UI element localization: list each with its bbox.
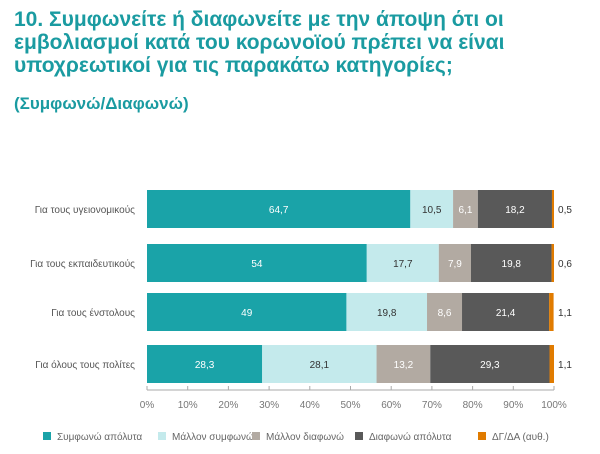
legend-label: ΔΓ/ΔΑ (αυθ.) bbox=[492, 432, 549, 443]
x-tick-label: 70% bbox=[422, 400, 442, 411]
data-label: 8,6 bbox=[438, 308, 452, 319]
category-label: Για τους υγειονομικούς bbox=[35, 204, 135, 216]
legend-label: Μάλλον συμφωνώ bbox=[172, 431, 254, 443]
bar-segment bbox=[346, 293, 428, 331]
bar-segment bbox=[427, 293, 463, 331]
data-label: 64,7 bbox=[269, 205, 289, 216]
data-label: 19,8 bbox=[377, 308, 397, 319]
bar-segment bbox=[147, 244, 367, 282]
x-tick-label: 0% bbox=[140, 400, 155, 411]
x-tick-label: 10% bbox=[178, 400, 198, 411]
data-label: 54 bbox=[251, 259, 263, 270]
chart-subtitle: (Συμφωνώ/Διαφωνώ) bbox=[14, 94, 189, 113]
bar-segment bbox=[477, 190, 552, 228]
bar-segment bbox=[366, 244, 439, 282]
bar-segment bbox=[549, 345, 554, 383]
bar-segment bbox=[438, 244, 471, 282]
legend-label: Μάλλον διαφωνώ bbox=[266, 431, 344, 443]
data-label: 17,7 bbox=[393, 259, 413, 270]
data-label: 28,1 bbox=[310, 360, 330, 371]
legend-swatch bbox=[355, 432, 363, 440]
x-tick-label: 20% bbox=[218, 400, 238, 411]
data-label: 6,1 bbox=[459, 205, 473, 216]
bar-segment bbox=[551, 190, 554, 228]
bar-segment bbox=[430, 345, 550, 383]
data-label: 29,3 bbox=[480, 360, 500, 371]
legend-swatch bbox=[478, 432, 486, 440]
bar-segment bbox=[453, 190, 478, 228]
x-tick-label: 60% bbox=[381, 400, 401, 411]
legend-swatch bbox=[158, 432, 166, 440]
bar-segment bbox=[549, 293, 554, 331]
data-label: 0,5 bbox=[558, 205, 572, 216]
x-tick-label: 100% bbox=[541, 400, 567, 411]
data-label: 10,5 bbox=[422, 205, 442, 216]
x-tick-label: 80% bbox=[463, 400, 483, 411]
data-label: 28,3 bbox=[195, 360, 215, 371]
legend-label: Διαφωνώ απόλυτα bbox=[369, 431, 452, 443]
bar-segment bbox=[410, 190, 454, 228]
bar-segment bbox=[147, 345, 263, 383]
data-label: 0,6 bbox=[558, 259, 572, 270]
data-label: 21,4 bbox=[496, 308, 516, 319]
data-label: 49 bbox=[241, 308, 253, 319]
legend-label: Συμφωνώ απόλυτα bbox=[57, 431, 142, 443]
bar-segment bbox=[147, 293, 347, 331]
legend-swatch bbox=[43, 432, 51, 440]
bar-segment bbox=[147, 190, 411, 228]
x-tick-label: 40% bbox=[300, 400, 320, 411]
bar-segment bbox=[262, 345, 377, 383]
bar-segment bbox=[551, 244, 554, 282]
bar-segment bbox=[462, 293, 550, 331]
x-tick-label: 30% bbox=[259, 400, 279, 411]
legend-swatch bbox=[252, 432, 260, 440]
x-tick-label: 90% bbox=[503, 400, 523, 411]
data-label: 18,2 bbox=[505, 205, 525, 216]
category-label: Για όλους τους πολίτες bbox=[35, 359, 135, 371]
data-label: 13,2 bbox=[394, 360, 414, 371]
data-label: 1,1 bbox=[558, 360, 572, 371]
category-label: Για τους ένστολους bbox=[51, 307, 135, 319]
bar-segment bbox=[470, 244, 552, 282]
data-label: 19,8 bbox=[502, 259, 522, 270]
bar-segment bbox=[376, 345, 431, 383]
data-label: 7,9 bbox=[448, 259, 462, 270]
chart-title: 10. Συμφωνείτε ή διαφωνείτε με την άποψη… bbox=[14, 8, 505, 77]
category-label: Για τους εκπαιδευτικούς bbox=[30, 258, 135, 270]
data-label: 1,1 bbox=[558, 308, 572, 319]
x-tick-label: 50% bbox=[340, 400, 360, 411]
